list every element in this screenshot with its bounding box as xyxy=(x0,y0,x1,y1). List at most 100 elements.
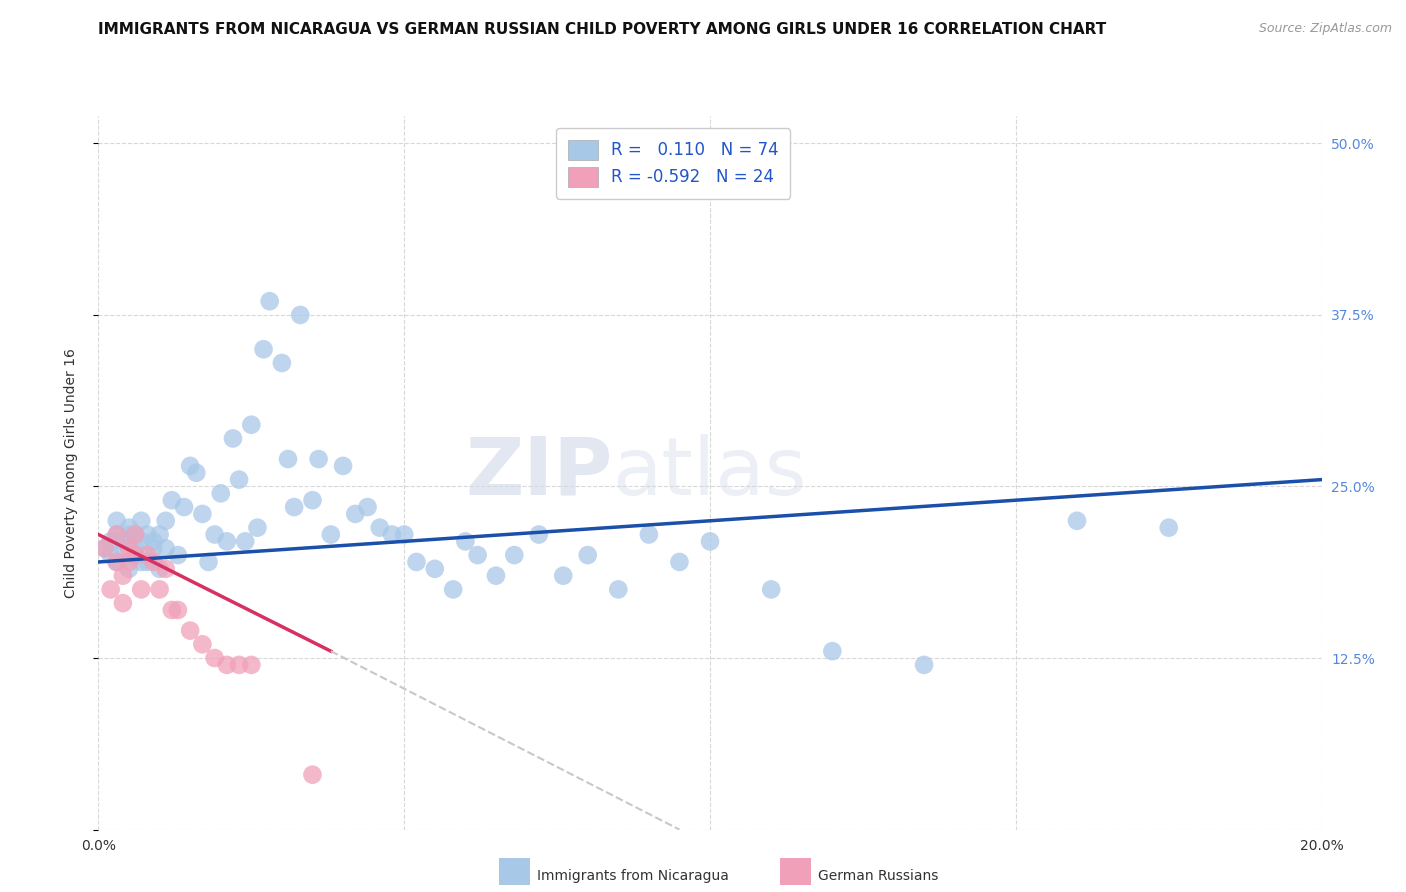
Point xyxy=(100,548,122,562)
Point xyxy=(553,568,575,582)
Point xyxy=(111,541,134,556)
Point xyxy=(111,596,134,610)
Point xyxy=(173,500,195,514)
Point xyxy=(252,343,274,357)
Point xyxy=(1157,521,1180,535)
Point xyxy=(240,417,263,432)
Point xyxy=(142,555,165,569)
Point xyxy=(1066,514,1088,528)
Point xyxy=(301,767,323,781)
Point xyxy=(142,534,165,549)
Point xyxy=(100,582,122,597)
Point xyxy=(124,541,146,556)
Point xyxy=(668,555,690,569)
Point xyxy=(155,562,177,576)
Point xyxy=(179,458,201,473)
Point xyxy=(270,356,292,370)
Point xyxy=(527,527,550,541)
Point xyxy=(118,527,141,541)
Point xyxy=(222,432,245,446)
Point xyxy=(105,555,128,569)
Point xyxy=(179,624,201,638)
Point xyxy=(759,582,782,597)
Point xyxy=(485,568,508,582)
Point xyxy=(105,527,128,541)
Point xyxy=(454,534,477,549)
Point xyxy=(368,521,391,535)
Point xyxy=(105,555,128,569)
Point xyxy=(332,458,354,473)
Point xyxy=(160,493,183,508)
Point xyxy=(308,452,330,467)
Point xyxy=(381,527,404,541)
Point xyxy=(129,514,152,528)
Point xyxy=(405,555,427,569)
Text: IMMIGRANTS FROM NICARAGUA VS GERMAN RUSSIAN CHILD POVERTY AMONG GIRLS UNDER 16 C: IMMIGRANTS FROM NICARAGUA VS GERMAN RUSS… xyxy=(98,22,1107,37)
Point xyxy=(467,548,489,562)
Point xyxy=(167,603,190,617)
Point xyxy=(912,657,935,672)
Point xyxy=(441,582,464,597)
Point xyxy=(142,541,165,556)
Point xyxy=(191,507,214,521)
Point xyxy=(821,644,844,658)
Text: ZIP: ZIP xyxy=(465,434,612,512)
Point xyxy=(111,534,134,549)
Point xyxy=(124,527,146,541)
Point xyxy=(228,473,250,487)
Point xyxy=(155,541,177,556)
Point xyxy=(215,534,238,549)
Point xyxy=(233,534,256,549)
Text: German Russians: German Russians xyxy=(818,869,939,883)
Point xyxy=(392,527,416,541)
Point xyxy=(186,466,208,480)
Point xyxy=(301,493,323,508)
Point xyxy=(228,657,250,672)
Point xyxy=(637,527,661,541)
Point xyxy=(259,294,281,309)
Point xyxy=(93,541,115,556)
Point xyxy=(136,555,159,569)
Point xyxy=(319,527,342,541)
Point xyxy=(204,527,226,541)
Legend: R =   0.110   N = 74, R = -0.592   N = 24: R = 0.110 N = 74, R = -0.592 N = 24 xyxy=(557,128,790,199)
Point xyxy=(124,548,146,562)
Point xyxy=(105,514,128,528)
Point xyxy=(136,527,159,541)
Point xyxy=(149,527,172,541)
Y-axis label: Child Poverty Among Girls Under 16: Child Poverty Among Girls Under 16 xyxy=(63,348,77,598)
Point xyxy=(129,534,152,549)
Text: Source: ZipAtlas.com: Source: ZipAtlas.com xyxy=(1258,22,1392,36)
Point xyxy=(100,534,122,549)
Point xyxy=(246,521,269,535)
Point xyxy=(576,548,599,562)
Point xyxy=(124,548,146,562)
Point xyxy=(423,562,446,576)
Point xyxy=(699,534,721,549)
Point xyxy=(197,555,219,569)
Point xyxy=(344,507,367,521)
Point xyxy=(149,562,172,576)
Text: Immigrants from Nicaragua: Immigrants from Nicaragua xyxy=(537,869,728,883)
Point xyxy=(149,582,172,597)
Point xyxy=(155,514,177,528)
Point xyxy=(118,541,141,556)
Point xyxy=(167,548,190,562)
Point xyxy=(356,500,378,514)
Point xyxy=(283,500,305,514)
Point xyxy=(215,657,238,672)
Point xyxy=(503,548,526,562)
Point xyxy=(111,568,134,582)
Point xyxy=(290,308,312,322)
Point xyxy=(129,582,152,597)
Text: atlas: atlas xyxy=(612,434,807,512)
Point xyxy=(118,562,141,576)
Point xyxy=(607,582,630,597)
Point xyxy=(124,527,146,541)
Point xyxy=(118,521,141,535)
Point xyxy=(191,637,214,651)
Point xyxy=(209,486,232,500)
Point xyxy=(118,555,141,569)
Point xyxy=(160,603,183,617)
Point xyxy=(136,548,159,562)
